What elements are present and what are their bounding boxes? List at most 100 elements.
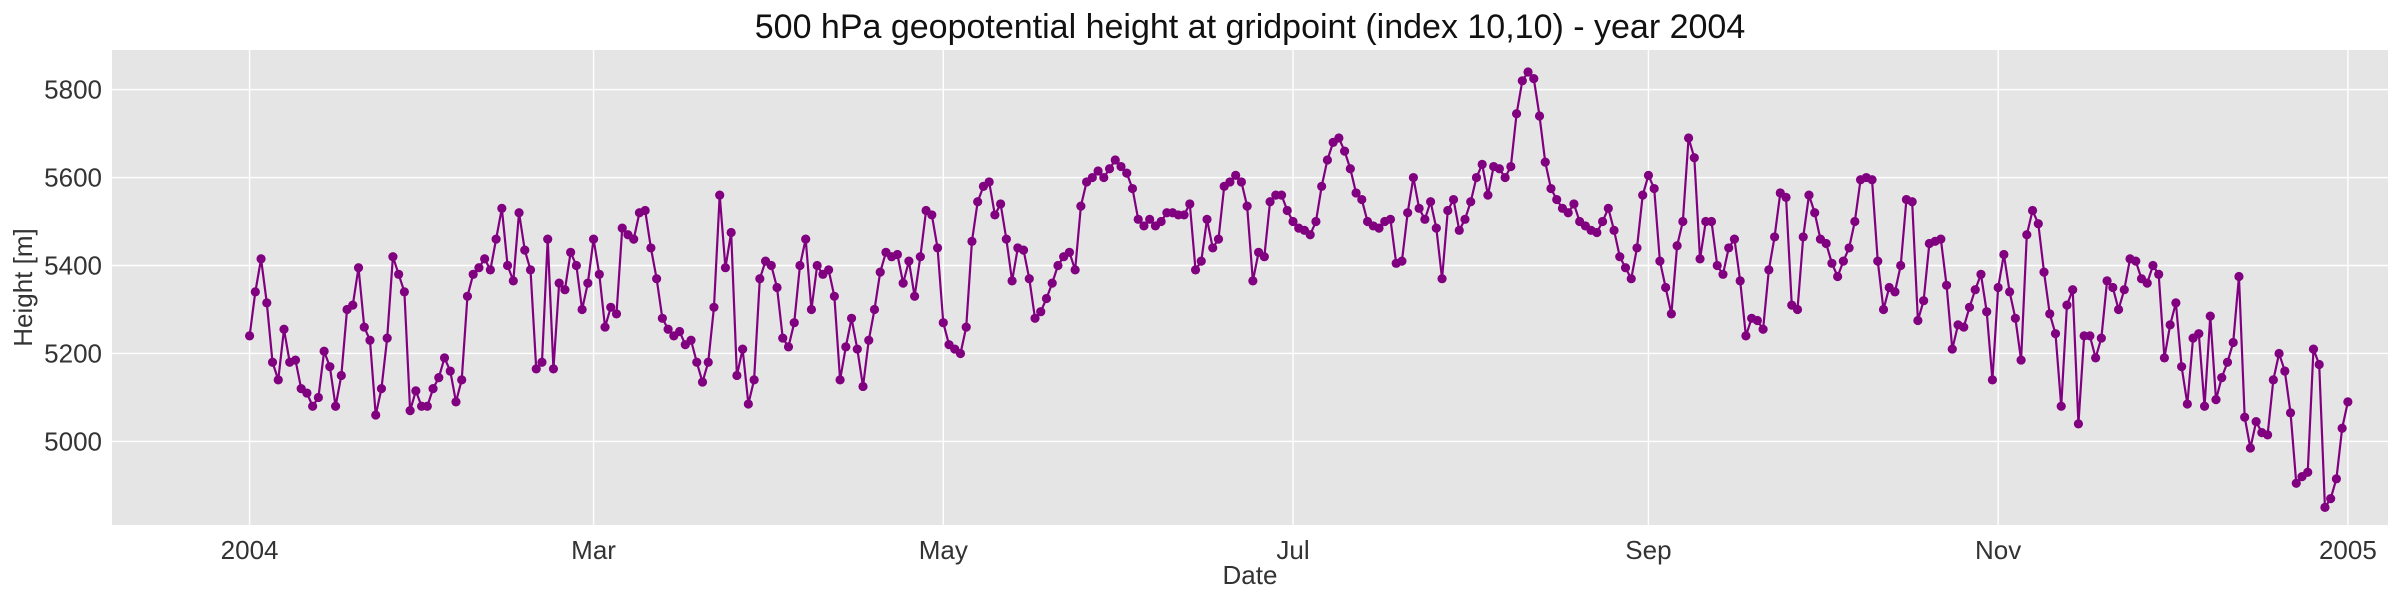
data-point (2285, 408, 2296, 418)
y-tick-label: 5400 (44, 251, 102, 281)
data-point (1597, 216, 1608, 227)
data-point (1867, 175, 1877, 185)
data-point (1437, 274, 1447, 284)
data-point (1838, 256, 1848, 266)
data-point (1661, 282, 1671, 293)
data-point (1964, 302, 1975, 312)
data-point (1408, 172, 1418, 183)
data-point (474, 263, 484, 273)
data-point (606, 302, 616, 312)
series-markers (244, 67, 2353, 513)
data-point (611, 309, 622, 319)
data-point (806, 304, 817, 315)
data-point (1563, 208, 1573, 218)
data-point (1477, 159, 1487, 169)
data-point (910, 291, 920, 301)
data-point (1030, 313, 1040, 323)
data-point (2010, 313, 2020, 323)
data-point (2245, 443, 2256, 453)
data-point (1672, 241, 1682, 251)
data-point (2022, 230, 2032, 240)
data-point (359, 322, 369, 332)
data-point (617, 223, 627, 233)
data-point (1414, 203, 1424, 213)
data-point (852, 344, 862, 354)
data-point (1047, 278, 1057, 288)
data-point (1792, 304, 1803, 315)
data-point (1649, 183, 1659, 194)
data-point (1443, 205, 1453, 216)
data-point (502, 260, 513, 271)
data-point (1781, 192, 1791, 202)
data-point (1987, 375, 1998, 385)
data-point (801, 234, 811, 244)
data-point (1213, 234, 1224, 244)
data-point (1741, 331, 1751, 341)
data-point (1683, 133, 1694, 143)
data-point (1764, 265, 1774, 275)
data-point (256, 254, 266, 264)
data-point (514, 208, 524, 218)
data-point (1311, 216, 1321, 227)
data-point (434, 373, 444, 383)
data-point (829, 291, 839, 301)
data-point (1064, 247, 1075, 257)
data-point (2205, 311, 2215, 321)
data-point (1087, 172, 1097, 183)
data-point (640, 205, 650, 216)
data-point (1127, 183, 1138, 194)
data-point (1374, 223, 1384, 233)
data-point (2326, 494, 2336, 504)
data-point (2303, 467, 2313, 477)
data-point (491, 234, 501, 244)
data-point (1506, 161, 1516, 172)
data-point (1104, 164, 1115, 174)
data-point (1385, 214, 1396, 224)
data-point (1620, 263, 1631, 273)
y-tick-label: 5000 (44, 426, 102, 456)
data-point (1959, 322, 1969, 332)
data-point (2119, 285, 2129, 295)
data-point (2005, 287, 2015, 297)
data-point (1873, 256, 1883, 266)
data-point (1626, 274, 1636, 284)
data-point (1821, 238, 1831, 249)
data-point (2056, 401, 2066, 411)
data-point (996, 199, 1006, 209)
data-point (1116, 161, 1126, 172)
data-point (1242, 201, 1252, 211)
data-point (1208, 243, 1218, 253)
data-point (686, 335, 696, 345)
x-tick-label: Mar (571, 535, 616, 565)
data-point (789, 318, 799, 328)
data-point (2102, 276, 2112, 286)
data-point (1225, 177, 1235, 187)
data-point (1334, 133, 1344, 143)
data-point (2154, 269, 2164, 279)
data-point (1534, 111, 1545, 121)
data-point (1907, 197, 1917, 207)
data-point (1999, 249, 2009, 260)
data-point (1122, 168, 1132, 178)
data-point (1546, 183, 1556, 194)
data-point (2320, 502, 2330, 513)
data-point (697, 377, 708, 387)
data-point (537, 357, 547, 367)
data-point (1494, 164, 1504, 174)
data-point (319, 346, 329, 356)
data-point (411, 386, 421, 396)
data-point (1448, 194, 1459, 205)
data-point (1655, 256, 1665, 266)
data-point (1919, 296, 1929, 306)
data-point (2268, 375, 2278, 385)
data-point (2131, 256, 2141, 266)
data-point (1099, 172, 1109, 183)
data-point (1317, 181, 1327, 191)
data-point (2199, 401, 2210, 411)
data-point (1483, 190, 1493, 200)
data-point (1666, 309, 1676, 319)
data-point (1706, 216, 1717, 227)
data-point (846, 313, 857, 323)
data-point (2033, 219, 2043, 229)
